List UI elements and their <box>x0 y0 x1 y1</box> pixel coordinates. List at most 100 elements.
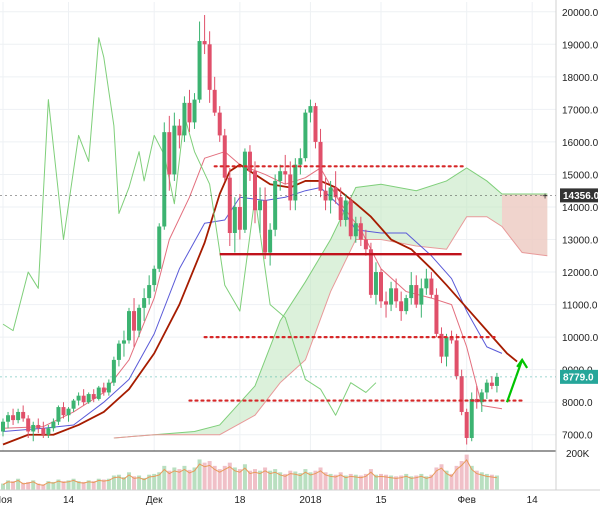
volume-bar <box>409 476 414 490</box>
volume-bar <box>434 467 439 490</box>
volume-bar <box>11 481 16 490</box>
candle-body <box>81 395 86 403</box>
volume-bar <box>278 472 283 490</box>
price-badge <box>560 188 598 203</box>
trend-arrow-head <box>516 357 529 369</box>
volume-bar <box>454 465 459 490</box>
ichimoku-cloud <box>113 167 548 439</box>
volume-bar <box>227 462 232 490</box>
candle-body <box>409 285 414 299</box>
candle-body <box>167 132 172 175</box>
candle-body <box>258 200 263 211</box>
candle-body <box>142 298 147 308</box>
candle-body <box>333 187 338 198</box>
candle-body <box>51 421 56 429</box>
candle-body <box>127 311 131 341</box>
candle-body <box>389 288 394 305</box>
volume-bar <box>247 470 252 490</box>
candle-body <box>328 187 333 201</box>
volume-bar <box>127 472 131 490</box>
volume-bar <box>116 474 121 490</box>
volume-bar <box>394 476 399 490</box>
candle-body <box>494 376 499 386</box>
candle-body <box>46 428 51 435</box>
volume-bar <box>263 467 268 490</box>
volume-bar <box>147 474 152 490</box>
volume-bar <box>328 473 333 490</box>
volume-bar <box>121 477 126 490</box>
candles <box>1 15 499 445</box>
volume-bar <box>273 469 278 490</box>
volume-bar <box>449 473 454 490</box>
x-tick-label: 2018 <box>299 495 322 506</box>
volume-bar <box>182 465 187 490</box>
candle-body <box>464 411 469 438</box>
candle-body <box>263 200 268 253</box>
volume-bars <box>1 454 499 490</box>
volume-bar <box>414 475 419 490</box>
candle-body <box>187 102 192 123</box>
volume-bar <box>308 472 313 490</box>
candle-body <box>106 382 111 393</box>
y-tick-label: 11000.0 <box>562 301 598 312</box>
candle-body <box>121 340 126 344</box>
volume-bar <box>459 461 464 490</box>
volume-bar <box>222 465 227 490</box>
volume-bar <box>202 462 207 490</box>
candle-body <box>373 272 378 295</box>
volume-bar <box>56 479 61 490</box>
volume-bar <box>167 470 172 490</box>
volume-bar <box>232 467 237 490</box>
volume-bar <box>237 469 242 490</box>
volume-bar <box>439 464 444 490</box>
candle-body <box>479 392 484 403</box>
candle-body <box>318 141 323 191</box>
ichimoku-kijun-line <box>2 186 503 432</box>
volume-bar <box>298 473 303 490</box>
volume-bar <box>313 470 318 490</box>
candle-body <box>363 239 368 250</box>
trend-arrow-shaft <box>505 359 524 403</box>
x-tick-label: Фев <box>457 495 475 506</box>
volume-bar <box>96 478 101 490</box>
candle-body <box>348 200 353 237</box>
cloud-fill <box>113 167 548 438</box>
candle-body <box>288 174 293 201</box>
volume-bar <box>187 469 192 490</box>
candle-body <box>268 229 273 253</box>
candle-body <box>237 206 242 230</box>
candle-body <box>293 164 298 201</box>
candle-body <box>414 285 419 305</box>
x-tick-label: Ноя <box>0 495 12 506</box>
volume-bar <box>46 481 51 490</box>
candle-body <box>313 106 318 142</box>
price-badge-label: 14356.0 <box>563 191 600 202</box>
candle-body <box>303 112 308 159</box>
volume-bar <box>384 474 389 490</box>
candle-body <box>419 288 424 305</box>
candle-body <box>242 151 247 230</box>
y-tick-label: 15000.0 <box>562 170 599 181</box>
volume-bar <box>61 481 66 490</box>
candle-body <box>86 394 91 403</box>
volume-bar <box>323 472 328 490</box>
volume-bar <box>348 473 353 490</box>
volume-bar <box>474 470 479 490</box>
volume-bar <box>318 467 323 490</box>
x-tick-label: Дек <box>146 495 163 506</box>
volume-ma-line <box>2 459 497 486</box>
volume-bar <box>368 469 373 490</box>
volume-bar <box>86 480 91 490</box>
volume-bar <box>343 475 348 490</box>
volume-bar <box>6 480 11 490</box>
volume-bar <box>444 470 449 490</box>
candle-body <box>162 132 167 227</box>
candle-body <box>16 411 21 421</box>
candle-body <box>157 226 162 269</box>
candle-body <box>1 421 5 432</box>
candle-body <box>484 382 489 393</box>
volume-bar <box>81 481 86 490</box>
candle-body <box>91 394 96 399</box>
volume-bar <box>333 474 338 490</box>
